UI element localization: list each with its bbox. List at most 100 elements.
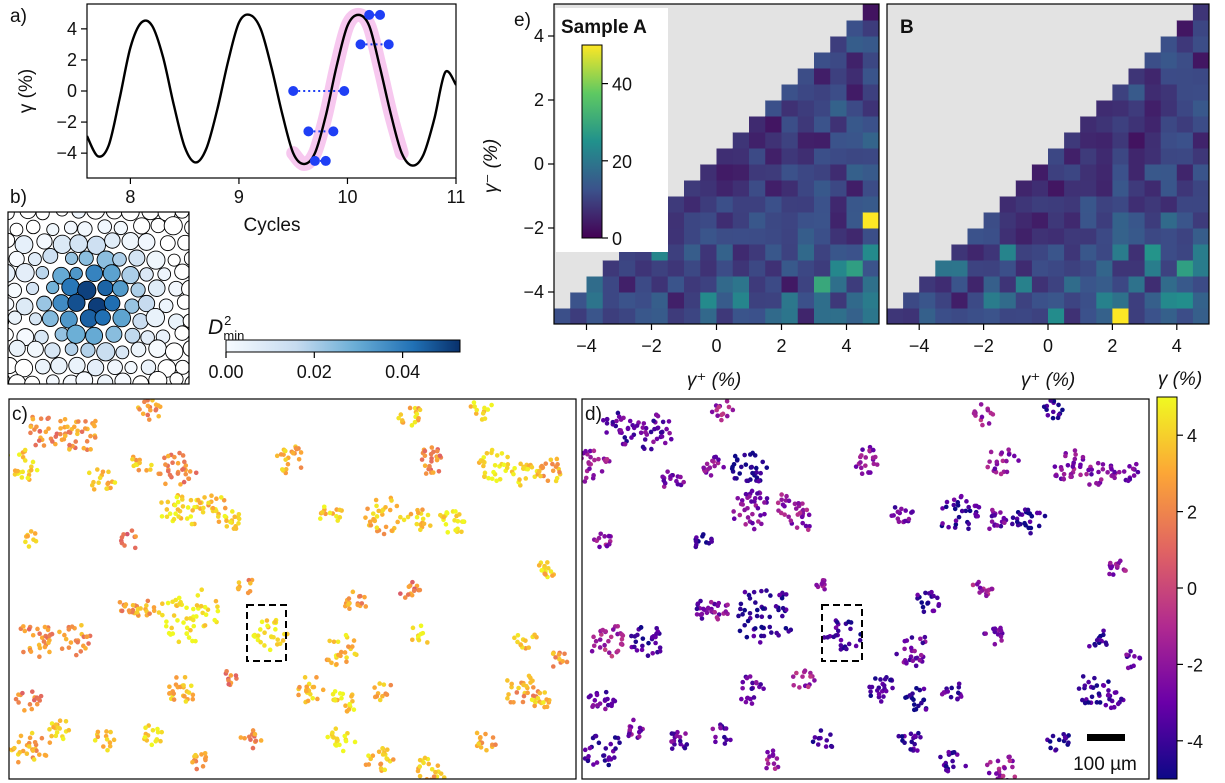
d-particle-552 [838,643,844,648]
c-particle-114 [175,460,181,466]
heatmap-b-cell-0-12 [887,116,904,133]
heatmap-b-cell-17-4 [1160,244,1178,261]
d-particle-935 [713,734,718,740]
d-particle-20 [614,418,619,424]
c-particle-827 [337,691,343,696]
c-particle-404 [538,473,543,479]
heatmap-b-cell-13-13 [1096,100,1113,117]
heatmap-b-cell-15-10 [1128,148,1146,165]
c-particle-369 [501,462,507,468]
c-particle-253 [335,518,341,523]
c-particle-1028 [542,690,548,695]
c-particle-578 [346,601,352,607]
d-particle-385 [1096,469,1101,475]
d-particle-922 [682,745,688,751]
c-particle-661 [21,624,26,629]
c-particle-1064 [415,510,421,516]
heatmap-a-cell-7-7 [667,196,685,213]
d-particle-1038 [1111,705,1117,710]
panel-b-disk-3 [47,190,61,204]
panel-b-disk-45 [86,235,106,255]
panel-b-disk-37 [184,220,189,235]
panel-d-label: d) [585,404,602,425]
c-particle-1004 [417,757,423,763]
d-particle-518 [760,606,766,611]
d-particle-716 [694,606,700,612]
d-particle-403 [1125,478,1131,484]
heatmap-b-cell-12-17 [1080,36,1097,53]
c-particle-349 [489,476,495,482]
d-particle-392 [1127,464,1132,469]
d-particle-919 [669,739,674,744]
panel-b-disk-132 [26,340,44,358]
c-particle-929 [199,752,204,757]
heatmap-b-cell-0-7 [887,196,904,213]
d-particle-157 [735,495,741,501]
heatmap-b-cell-17-11 [1160,132,1178,149]
heatmap-b-cell-6-7 [983,196,1001,213]
panel-b-disk-66 [8,263,16,283]
heatmap-a-cell-13-2 [765,276,782,293]
panel-b-disk-77 [194,270,206,282]
d-particle-1084 [806,512,812,518]
heatmap-b-cell-12-4 [1080,244,1097,261]
c-particle-3 [28,424,34,429]
heatmap-b-cell-9-9 [1031,164,1049,181]
panel-b-disk-60 [128,249,146,267]
heatmap-b-cell-0-16 [887,52,904,69]
c-particle-964 [343,738,349,744]
d-particle-638 [1098,633,1103,639]
d-particle-755 [1092,675,1097,681]
d-particle-749 [1086,700,1091,705]
c-particle-453 [539,568,544,573]
d-particle-217 [786,498,792,504]
c-particle-649 [22,628,28,634]
d-particle-821 [878,677,883,682]
c-particle-32 [83,419,88,424]
heatmap-b-cell-16-12 [1144,116,1162,133]
c-particle-505 [171,613,177,618]
panel-b-disk-79 [8,282,22,299]
heatmap-a-cell-5-0 [635,308,652,325]
c-particle-327 [429,456,434,461]
heatmap-b-cell-14-19 [1112,4,1129,21]
heatmap-b-cell-4-8 [951,180,968,197]
heatmap-b-cell-11-12 [1064,116,1081,133]
heatmap-b-cell-8-2 [1015,276,1033,293]
c-particle-278 [374,514,380,519]
c-particle-237 [296,456,302,462]
c-particle-1085 [222,513,228,519]
c-particle-812 [310,695,316,701]
heatmap-b-cell-14-7 [1112,196,1129,213]
c-particle-133 [182,459,187,465]
d-particle-152 [737,512,743,518]
panel-b-colorbar-tick-label-2: 0.04 [385,362,420,382]
d-particle-252 [892,505,898,510]
heatmap-b-cell-4-13 [951,100,968,117]
c-particle-948 [253,738,259,744]
heatmap-a-cell-14-6 [781,212,799,229]
d-particle-974 [918,734,923,740]
heatmap-a-cell-16-13 [814,100,831,117]
c-particle-480 [199,587,205,593]
c-particle-546 [273,627,278,632]
heatmap-b-cell-3-13 [935,100,952,117]
d-particle-261 [899,506,904,512]
d-particle-81 [570,461,575,466]
d-particle-788 [740,685,745,691]
c-particle-57 [71,424,77,430]
d-particle-48 [652,426,657,432]
heatmap-b-cell-18-14 [1176,84,1194,101]
c-particle-413 [553,464,559,469]
heatmap-a-cell-15-8 [797,180,815,197]
c-particle-780 [182,694,187,699]
c-particle-408 [557,469,562,475]
c-particle-555 [255,633,261,639]
c-particle-1061 [414,514,420,520]
d-particle-129 [739,464,744,470]
heatmap-b-cell-3-16 [935,52,952,69]
d-particle-303 [986,421,992,426]
d-particle-890 [582,747,588,753]
d-particle-1001 [1012,774,1018,779]
heatmap-b-cell-8-1 [1015,292,1033,309]
